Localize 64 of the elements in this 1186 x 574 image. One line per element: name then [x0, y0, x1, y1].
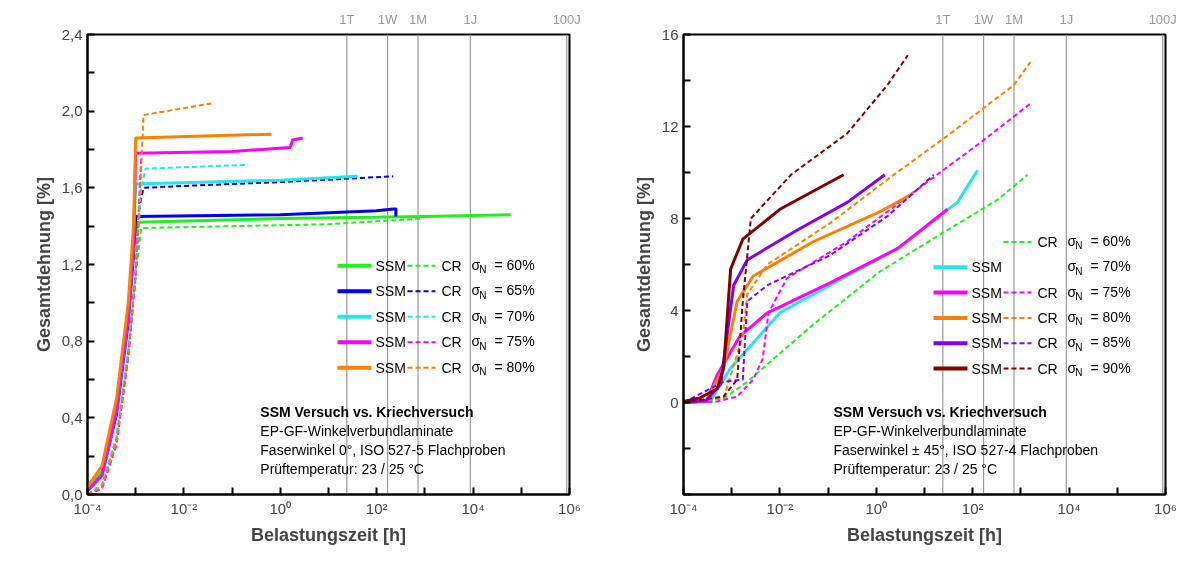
- legend-label: CR: [1037, 309, 1058, 326]
- annotation: EP-GF-Winkelverbundlaminate: [260, 422, 454, 439]
- legend-label: SSM: [375, 359, 406, 376]
- y-tick-label: 2,0: [61, 102, 83, 120]
- y-axis-title: Gesamtdehnung [%]: [633, 176, 654, 352]
- legend-label: SSM: [375, 334, 406, 351]
- legend-label: CR: [441, 359, 462, 376]
- x-tick-label: 10⁻⁴: [669, 499, 698, 517]
- legend-label: CR: [1037, 335, 1058, 352]
- ref-line-label: 1W: [973, 11, 995, 27]
- text: SSM Versuch vs. Kriechversuch: [833, 404, 1047, 421]
- y-tick-label: 0,8: [61, 332, 83, 350]
- x-tick-label: 10⁰: [269, 499, 292, 517]
- text: SSM Versuch vs. Kriechversuch: [260, 403, 474, 420]
- legend-label: CR: [1037, 360, 1058, 377]
- legend-label: SSM: [971, 259, 1002, 276]
- y-tick-label: 0: [670, 393, 679, 411]
- y-tick-label: 8: [670, 209, 679, 227]
- annotation: Prüftemperatur: 23 / 25 °C: [260, 460, 424, 477]
- legend-label: SSM: [971, 284, 1002, 301]
- x-tick-label: 10⁶: [1154, 499, 1177, 517]
- y-tick-label: 2,4: [61, 25, 83, 43]
- y-axis-title: Gesamtdehnung [%]: [33, 176, 54, 352]
- legend-label: SSM: [971, 360, 1002, 377]
- legend-label: CR: [441, 257, 462, 274]
- y-tick-label: 12: [661, 117, 679, 135]
- legend-label: SSM: [375, 257, 406, 274]
- x-tick-label: 10²: [961, 499, 984, 517]
- ref-line-label: 1J: [1059, 11, 1074, 27]
- x-axis-title: Belastungszeit [h]: [250, 524, 407, 545]
- x-tick-label: 10²: [365, 499, 388, 517]
- ref-line-label: 100J: [1148, 11, 1177, 27]
- y-tick-label: 4: [670, 301, 679, 319]
- y-tick-label: 16: [661, 25, 679, 43]
- legend-label: CR: [441, 334, 462, 351]
- legend-label: SSM: [971, 335, 1002, 352]
- annotation: Faserwinkel ± 45°, ISO 527-4 Flachproben: [833, 441, 1099, 458]
- ref-line-label: 1J: [463, 11, 478, 27]
- annotation: Faserwinkel 0°, ISO 527-5 Flachproben: [260, 441, 506, 458]
- legend-label: SSM: [971, 309, 1002, 326]
- ref-line-label: 1T: [339, 11, 355, 27]
- x-tick-label: 10⁶: [558, 499, 581, 517]
- legend-label: SSM: [375, 283, 406, 300]
- legend-label: CR: [441, 308, 462, 325]
- ref-line-label: 1M: [408, 11, 428, 27]
- annotation: EP-GF-Winkelverbundlaminate: [833, 422, 1027, 439]
- x-tick-label: 10⁻²: [766, 499, 794, 517]
- x-tick-label: 10⁴: [461, 499, 485, 517]
- y-tick-label: 0,4: [61, 408, 83, 426]
- x-axis-title: Belastungszeit [h]: [846, 524, 1003, 545]
- ref-line-label: 1W: [377, 11, 399, 27]
- ref-line-label: 1M: [1004, 11, 1024, 27]
- x-tick-label: 10⁻²: [170, 499, 198, 517]
- y-tick-label: 1,6: [61, 178, 83, 196]
- y-tick-label: 1,2: [61, 255, 83, 273]
- legend-label: CR: [441, 283, 462, 300]
- legend-label: CR: [1037, 284, 1058, 301]
- legend-label: SSM: [375, 308, 406, 325]
- legend-label: CR: [1037, 233, 1058, 250]
- x-tick-label: 10⁴: [1057, 499, 1081, 517]
- x-tick-label: 10⁰: [865, 499, 888, 517]
- annotation: Prüftemperatur: 23 / 25 °C: [833, 460, 998, 477]
- ref-line-label: 100J: [552, 11, 581, 27]
- ref-line-label: 1T: [935, 11, 951, 27]
